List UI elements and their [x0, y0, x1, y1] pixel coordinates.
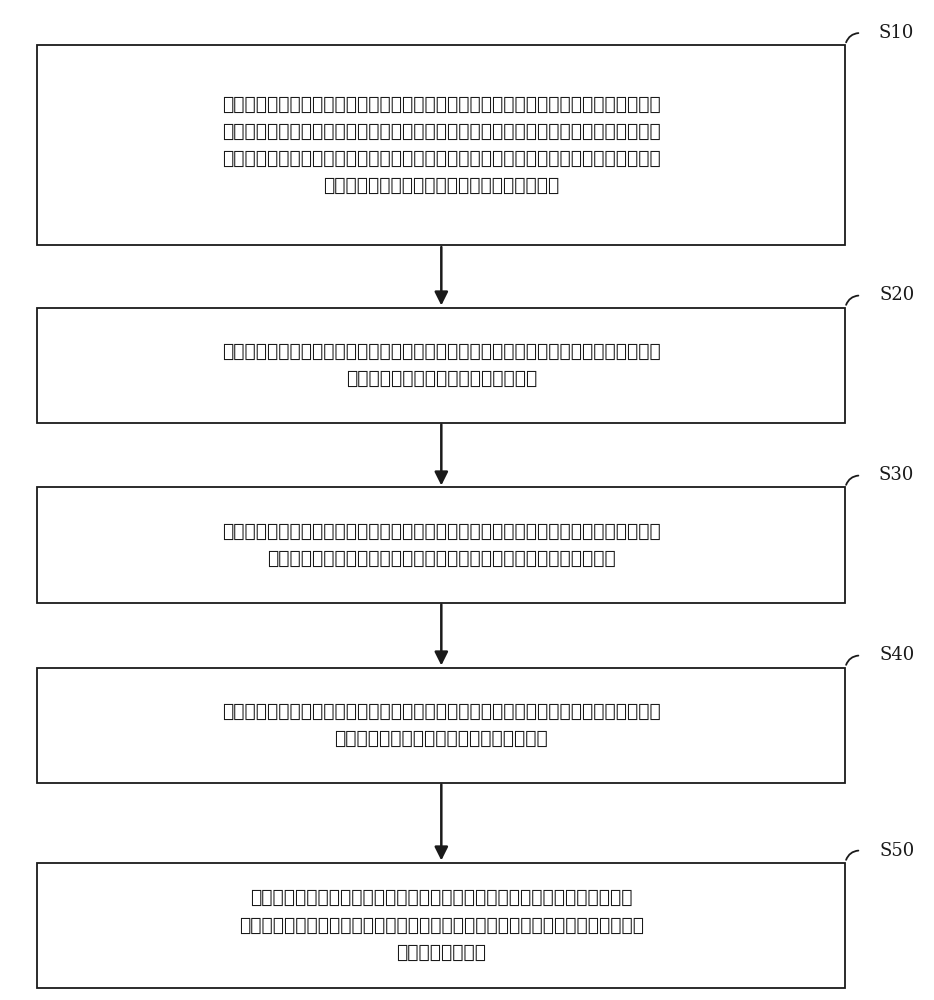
Text: S40: S40: [879, 647, 914, 664]
Bar: [37, 862, 845, 988]
Text: S50: S50: [879, 841, 914, 859]
Bar: [37, 668, 845, 782]
Bar: [37, 308, 845, 422]
Text: 发送测控指令集的管汇调控指令到管汇控制器，使管汇控制器调控管汇上各控制阀的状态
从而改变相应注入参数数值，调控控制阀的通径大小以进行流体的混合: 发送测控指令集的管汇调控指令到管汇控制器，使管汇控制器调控管汇上各控制阀的状态 …: [222, 522, 660, 568]
Bar: [37, 488, 845, 602]
Text: S20: S20: [879, 286, 914, 304]
Text: 测控计算机的压力调控指令直接调控采气井口装置上的第一控制阀的通径大小
和第二控制阀的通径大小，以改变含水率值、含硫率值、粉尘率值、煤气组份值、
温度值以及压力值: 测控计算机的压力调控指令直接调控采气井口装置上的第一控制阀的通径大小 和第二控制…: [239, 888, 644, 962]
Text: 发送测控指令集的连续管回抽指令到双层连续管控制器，使双层连续管控制器调控连续管
在煤层中的回抽长度以改变煤炭气化的当量: 发送测控指令集的连续管回抽指令到双层连续管控制器，使双层连续管控制器调控连续管 …: [222, 702, 660, 748]
Text: 采集测控井口装置的采气井口装置内的煤气的含水率、含硫率、粉尘率、煤气组份、温度
以及压力，并传输至测控计算机，测控计算机对含水率值、含硫率值、粉尘率值、煤气组
: 采集测控井口装置的采气井口装置内的煤气的含水率、含硫率、粉尘率、煤气组份、温度 …: [222, 95, 660, 195]
Text: S10: S10: [879, 24, 914, 42]
Bar: [37, 45, 845, 245]
Text: S30: S30: [879, 466, 914, 484]
Text: 发送测控指令集的锅炉指令到锅炉控制器，使锅炉控制器调控注汽锅炉的组合、调控注汽
锅炉的运行状态以及调控管汇的蒸汽量: 发送测控指令集的锅炉指令到锅炉控制器，使锅炉控制器调控注汽锅炉的组合、调控注汽 …: [222, 342, 660, 388]
